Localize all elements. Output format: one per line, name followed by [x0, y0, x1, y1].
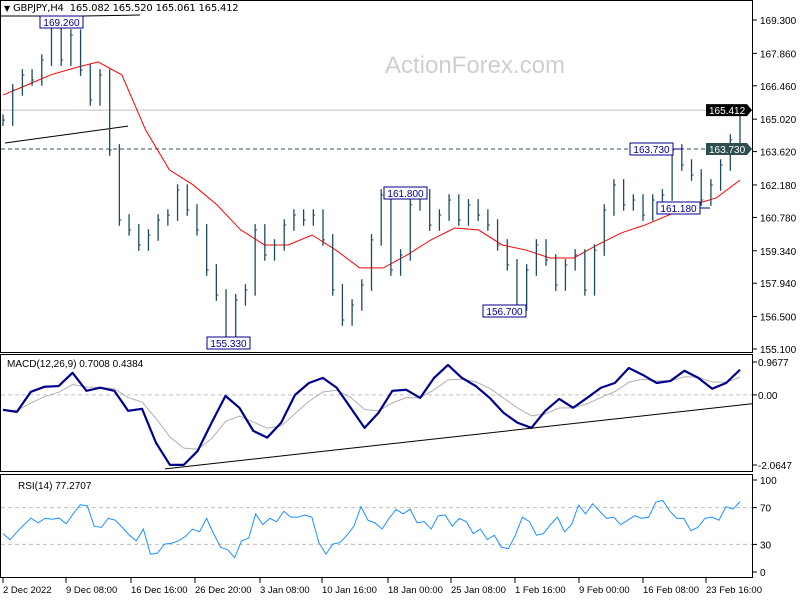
price-axis-label: 163.620	[760, 148, 797, 159]
macd-panel	[0, 354, 753, 472]
rsi-axis-label: 70	[760, 504, 772, 515]
annotation-box	[482, 304, 527, 318]
time-axis-label: 23 Feb 16:00	[706, 585, 762, 596]
annotation-label: 161.180	[660, 204, 697, 215]
annotation-connector	[82, 14, 141, 17]
rsi-axis-label: 100	[760, 476, 777, 487]
time-axis-label: 16 Dec 16:00	[131, 585, 188, 596]
annotation-label: 161.800	[387, 189, 424, 200]
macd-line	[2, 363, 741, 466]
price-axis-label: 167.860	[760, 49, 797, 60]
annotation-box	[383, 186, 428, 200]
annotation-box	[206, 336, 251, 350]
price-axis-label: 156.500	[760, 313, 797, 324]
price-panel	[0, 0, 753, 353]
time-axis-label: 16 Feb 08:00	[643, 585, 699, 596]
time-axis-label: 25 Jan 08:00	[451, 585, 506, 596]
current-price-tag: 165.412	[709, 106, 746, 117]
macd-trendline	[164, 403, 753, 470]
symbol-label: GBPJPY,H4	[12, 3, 64, 14]
level-price-tag: 163.730	[709, 145, 746, 156]
time-axis-label: 2 Dec 2022	[3, 585, 52, 596]
open-value: 165.082	[69, 3, 110, 14]
rsi-series	[1, 499, 752, 559]
time-axis-label: 26 Dec 20:00	[195, 585, 252, 596]
price-axis-label: 155.100	[760, 345, 797, 356]
price-axis-label: 165.020	[760, 115, 797, 126]
annotation-box	[39, 15, 84, 29]
current-price-tag-bg	[706, 104, 752, 117]
rsi-axis-label: 0	[760, 568, 766, 579]
price-series: 169.260 155.330 161.800 156.700 163.730 161.1…	[0, 14, 752, 350]
price-axis-label: 159.340	[760, 247, 797, 258]
price-axis-label: 160.780	[760, 213, 797, 224]
time-axis-label: 9 Feb 00:00	[579, 585, 630, 596]
chart-header: ▼ GBPJPY,H4 165.082 165.520 165.061 165.…	[4, 3, 239, 14]
time-axis-label: 18 Jan 00:00	[388, 585, 443, 596]
macd-axis-label: 0.00	[758, 391, 778, 402]
close-value: 165.412	[198, 3, 239, 14]
macd-axis-label: 0.9677	[758, 358, 789, 369]
price-axis-label: 157.940	[760, 279, 797, 290]
time-axis-label: 10 Jan 16:00	[322, 585, 377, 596]
time-axis-label: 3 Jan 08:00	[260, 585, 310, 596]
macd-series	[1, 363, 753, 470]
macd-axis-label: -2.0647	[758, 461, 792, 472]
collapse-triangle-icon[interactable]: ▼	[4, 4, 10, 13]
high-value: 165.520	[112, 3, 153, 14]
rsi-title: RSI(14) 77.2707	[18, 481, 92, 492]
level-price-tag-bg	[706, 143, 752, 156]
annotation-label: 156.700	[486, 307, 523, 318]
low-value: 165.061	[155, 3, 196, 14]
rsi-axis-label: 30	[760, 540, 772, 551]
macd-signal-line	[2, 376, 741, 450]
price-axis-label: 166.460	[760, 82, 797, 93]
trendline	[4, 125, 129, 144]
rsi-panel	[0, 474, 753, 578]
annotation-label: 155.330	[210, 339, 247, 350]
price-axis-label: 169.300	[760, 16, 797, 27]
annotation-label: 163.730	[633, 145, 670, 156]
time-axis-label: 9 Dec 08:00	[66, 585, 117, 596]
macd-title: MACD(12,26,9) 0.7008 0.4384	[7, 359, 144, 370]
rsi-line	[2, 499, 741, 559]
axes: 169.300 167.860 166.460 165.020 163.620 162.1…	[2, 16, 797, 596]
time-axis-label: 1 Feb 16:00	[515, 585, 566, 596]
watermark: ActionForex.com	[385, 52, 565, 79]
annotation-label: 169.260	[43, 18, 80, 29]
price-axis-label: 162.180	[760, 181, 797, 192]
